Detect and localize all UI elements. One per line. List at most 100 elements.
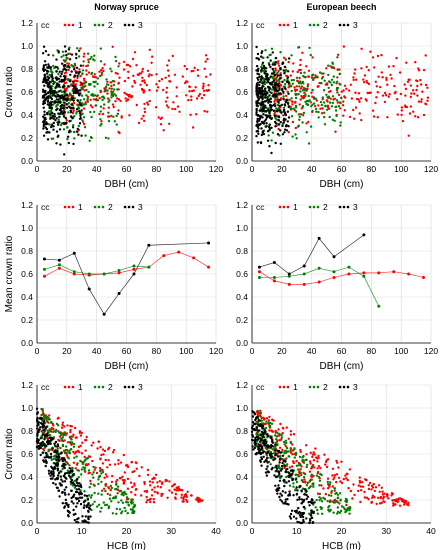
data-point <box>266 96 269 99</box>
data-point <box>327 107 331 110</box>
data-point <box>68 464 71 467</box>
data-point <box>326 108 329 111</box>
data-point <box>39 453 42 457</box>
data-point <box>54 445 57 448</box>
data-point <box>46 131 49 134</box>
data-point <box>311 109 314 113</box>
data-point <box>278 432 281 436</box>
data-point <box>71 126 75 129</box>
data-point <box>291 469 295 473</box>
data-point <box>147 75 150 78</box>
data-point <box>336 80 339 84</box>
data-point <box>55 70 58 73</box>
data-point <box>282 69 285 72</box>
data-point <box>141 70 144 73</box>
data-point <box>299 450 302 454</box>
data-point <box>69 448 72 451</box>
data-point <box>78 431 82 435</box>
data-point <box>62 107 65 110</box>
data-point <box>150 61 153 64</box>
data-point <box>340 505 344 508</box>
data-point <box>99 89 102 93</box>
x-tick-label: 40 <box>92 164 102 174</box>
data-point <box>160 78 164 81</box>
data-point <box>146 103 150 106</box>
y-tick-label: 0.4 <box>236 110 248 120</box>
data-point <box>295 464 299 467</box>
data-point <box>354 68 357 71</box>
data-point <box>41 88 45 92</box>
data-point <box>101 112 105 116</box>
data-point <box>287 274 291 278</box>
data-point <box>126 465 130 469</box>
legend-marker <box>278 205 282 209</box>
data-point <box>270 117 273 121</box>
data-point <box>72 461 76 464</box>
data-point <box>333 489 336 492</box>
data-point <box>109 493 112 497</box>
data-point <box>197 498 200 501</box>
data-point <box>58 128 62 131</box>
data-point <box>71 469 74 473</box>
data-point <box>284 118 287 121</box>
data-point <box>109 488 112 492</box>
data-point <box>256 119 259 123</box>
data-point <box>289 433 293 436</box>
data-point <box>299 58 302 62</box>
data-point <box>317 465 321 468</box>
data-point <box>279 109 282 112</box>
data-point <box>182 498 185 501</box>
data-point <box>133 470 136 473</box>
data-point <box>75 450 78 453</box>
data-point <box>155 83 158 86</box>
data-point <box>76 127 80 131</box>
data-point <box>57 83 61 87</box>
data-point <box>37 423 40 426</box>
data-point <box>63 45 67 48</box>
data-point <box>37 447 41 450</box>
data-point <box>78 122 82 125</box>
data-point <box>259 448 262 451</box>
data-point <box>275 107 278 110</box>
data-point <box>255 45 258 49</box>
data-point <box>77 124 81 128</box>
data-point <box>335 99 339 102</box>
data-point <box>101 98 104 102</box>
data-point <box>104 458 107 462</box>
data-point <box>51 447 54 450</box>
data-point <box>317 280 321 284</box>
data-point <box>55 428 58 432</box>
data-point <box>146 499 149 502</box>
data-point <box>284 83 287 86</box>
data-point <box>138 474 141 478</box>
data-point <box>146 101 149 104</box>
data-point <box>409 95 412 99</box>
legend-marker <box>123 205 127 209</box>
data-point <box>46 99 50 103</box>
data-point <box>162 88 165 92</box>
data-point <box>414 115 417 118</box>
data-point <box>357 489 360 493</box>
data-point <box>132 267 136 271</box>
data-point <box>256 117 259 121</box>
data-point <box>207 241 211 245</box>
data-point <box>41 52 45 55</box>
data-point <box>302 74 305 78</box>
data-point <box>287 272 291 276</box>
data-point <box>255 111 258 114</box>
data-point <box>55 78 59 82</box>
data-point <box>89 482 93 485</box>
data-point <box>328 90 331 94</box>
data-point <box>94 76 98 79</box>
data-point <box>267 108 270 112</box>
data-point <box>305 122 308 125</box>
data-point <box>316 512 319 515</box>
legend-marker <box>282 385 286 389</box>
data-point <box>50 123 54 126</box>
data-point <box>260 133 263 137</box>
data-point <box>291 70 294 73</box>
data-point <box>83 459 87 462</box>
data-point <box>124 509 127 513</box>
data-point <box>284 470 287 473</box>
data-point <box>389 73 392 77</box>
